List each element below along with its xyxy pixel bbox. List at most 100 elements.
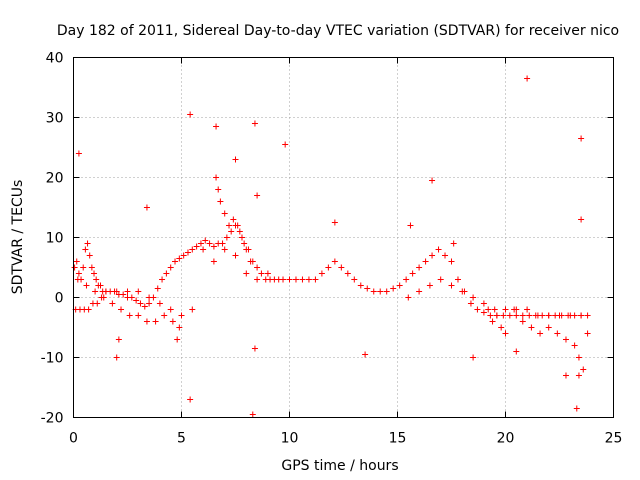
- data-point: [243, 270, 250, 277]
- data-point: [584, 330, 591, 337]
- data-point: [115, 336, 122, 343]
- data-point: [575, 354, 582, 361]
- data-point: [280, 276, 287, 283]
- data-point: [534, 312, 541, 319]
- data-point: [92, 288, 99, 295]
- data-point: [251, 120, 258, 127]
- data-point: [74, 276, 81, 283]
- data-point: [118, 306, 125, 313]
- data-point: [228, 228, 235, 235]
- data-point: [416, 264, 423, 271]
- y-tick-label: 20: [46, 171, 64, 187]
- data-point: [137, 300, 144, 307]
- data-point: [480, 309, 487, 316]
- y-tick-label: -20: [41, 411, 64, 427]
- data-point: [502, 306, 509, 313]
- data-point: [545, 312, 552, 319]
- data-point: [416, 288, 423, 295]
- data-point: [80, 264, 87, 271]
- data-point: [236, 228, 243, 235]
- data-point: [217, 198, 224, 205]
- data-point: [113, 288, 120, 295]
- chart-title: Day 182 of 2011, Sidereal Day-to-day VTE…: [57, 23, 619, 39]
- data-point: [230, 216, 237, 223]
- data-point: [215, 186, 222, 193]
- data-point: [474, 306, 481, 313]
- data-point: [234, 222, 241, 229]
- data-point: [73, 258, 80, 265]
- data-point: [318, 270, 325, 277]
- data-point: [370, 288, 377, 295]
- data-point: [197, 240, 204, 247]
- data-point: [459, 288, 466, 295]
- data-point: [562, 336, 569, 343]
- data-point: [247, 258, 254, 265]
- data-point: [141, 303, 148, 310]
- y-tick-label: 40: [46, 51, 64, 67]
- data-point: [511, 306, 518, 313]
- data-point: [152, 318, 159, 325]
- x-tick-label: 15: [389, 431, 407, 447]
- data-point: [143, 318, 150, 325]
- data-point: [254, 264, 261, 271]
- data-point: [407, 222, 414, 229]
- data-point: [213, 123, 220, 130]
- data-point: [84, 240, 91, 247]
- data-point: [467, 300, 474, 307]
- data-point: [113, 354, 120, 361]
- data-point: [159, 276, 166, 283]
- data-point: [135, 312, 142, 319]
- data-point: [135, 288, 142, 295]
- data-point: [161, 312, 168, 319]
- data-point: [305, 276, 312, 283]
- data-point: [282, 141, 289, 148]
- x-tick-label: 25: [605, 431, 623, 447]
- data-point: [571, 342, 578, 349]
- data-point: [174, 336, 181, 343]
- data-point: [146, 300, 153, 307]
- data-point: [485, 306, 492, 313]
- data-point: [210, 258, 217, 265]
- data-point: [575, 372, 582, 379]
- data-point: [232, 252, 239, 259]
- data-point: [128, 294, 135, 301]
- data-point: [442, 252, 449, 259]
- data-point: [184, 249, 191, 256]
- data-point: [562, 372, 569, 379]
- data-point: [241, 240, 248, 247]
- data-point: [187, 396, 194, 403]
- data-point: [429, 177, 436, 184]
- data-point: [126, 312, 133, 319]
- data-point: [498, 324, 505, 331]
- y-tick-label: 30: [46, 111, 64, 127]
- data-point: [470, 354, 477, 361]
- data-point: [178, 312, 185, 319]
- data-point: [249, 411, 256, 418]
- data-point: [172, 258, 179, 265]
- data-point: [573, 405, 580, 412]
- data-point: [491, 306, 498, 313]
- data-point: [409, 270, 416, 277]
- data-point: [88, 264, 95, 271]
- data-point: [351, 276, 358, 283]
- data-point: [437, 276, 444, 283]
- data-point: [526, 312, 533, 319]
- data-point: [578, 216, 585, 223]
- data-point: [223, 234, 230, 241]
- data-point: [362, 351, 369, 358]
- data-point: [94, 300, 101, 307]
- data-point: [91, 270, 98, 277]
- data-point: [167, 264, 174, 271]
- data-point: [75, 270, 82, 277]
- y-tick-label: 0: [55, 291, 64, 307]
- data-point: [124, 288, 131, 295]
- data-point: [537, 330, 544, 337]
- data-point: [299, 276, 306, 283]
- data-point: [383, 288, 390, 295]
- data-point: [254, 276, 261, 283]
- data-point: [506, 312, 513, 319]
- data-point: [493, 312, 500, 319]
- data-points: [71, 75, 591, 418]
- y-tick-label: -10: [41, 351, 64, 367]
- data-point: [528, 324, 535, 331]
